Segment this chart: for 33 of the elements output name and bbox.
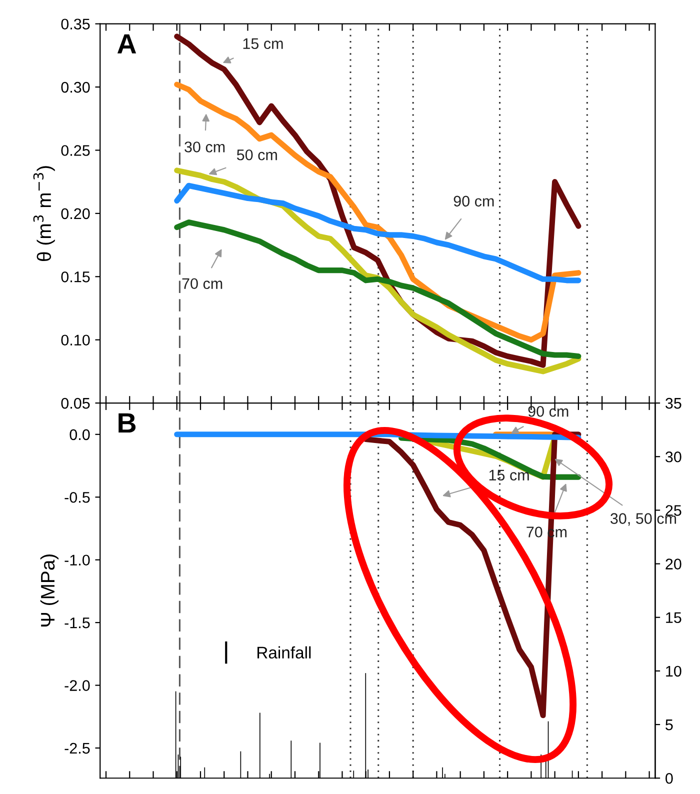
annotation: B — [118, 413, 136, 433]
y-axis-title: Ψ (MPa) — [40, 554, 58, 626]
legend-label: Rainfall — [258, 646, 311, 659]
y2-tick-label: 0 — [666, 772, 673, 784]
annotation: 70 cm — [182, 278, 222, 290]
y-tick-label: -2.5 — [64, 742, 90, 754]
annotation: A — [117, 34, 136, 54]
annotation: 15 cm — [489, 470, 529, 481]
y-tick-label: 0.05 — [61, 398, 90, 409]
y-tick-label: -1.0 — [64, 554, 90, 566]
y2-tick-label: 5 — [666, 720, 673, 730]
annotation: 30 cm — [184, 142, 225, 152]
y-tick-label: 0.15 — [61, 271, 90, 282]
y-tick-label: 0.20 — [61, 208, 90, 220]
y-tick-label: 0.25 — [61, 145, 90, 156]
y2-tick-label: 25 — [666, 505, 682, 516]
y2-tick-label: 35 — [666, 398, 682, 409]
y2-tick-label: 30 — [666, 451, 682, 462]
y-tick-label: 0.35 — [61, 18, 90, 30]
annotation: 90 cm — [454, 196, 494, 207]
y-tick-label: -0.5 — [64, 492, 90, 503]
y-tick-label: 0.10 — [61, 334, 90, 346]
annotation: 15 cm — [243, 38, 283, 50]
y-tick-label: -2.0 — [64, 680, 90, 691]
y2-tick-label: 10 — [666, 666, 682, 677]
y2-tick-label: 15 — [666, 612, 682, 624]
y-tick-label: -1.5 — [64, 618, 90, 628]
y-axis-title: θ (m$^{3}$ m$^{−3}$) — [33, 166, 55, 262]
y2-tick-label: 20 — [666, 558, 682, 570]
annotation: 90 cm — [528, 406, 568, 417]
y-tick-label: 0.0 — [70, 429, 90, 440]
y-tick-label: 0.30 — [61, 82, 90, 93]
annotation: 50 cm — [236, 149, 277, 160]
